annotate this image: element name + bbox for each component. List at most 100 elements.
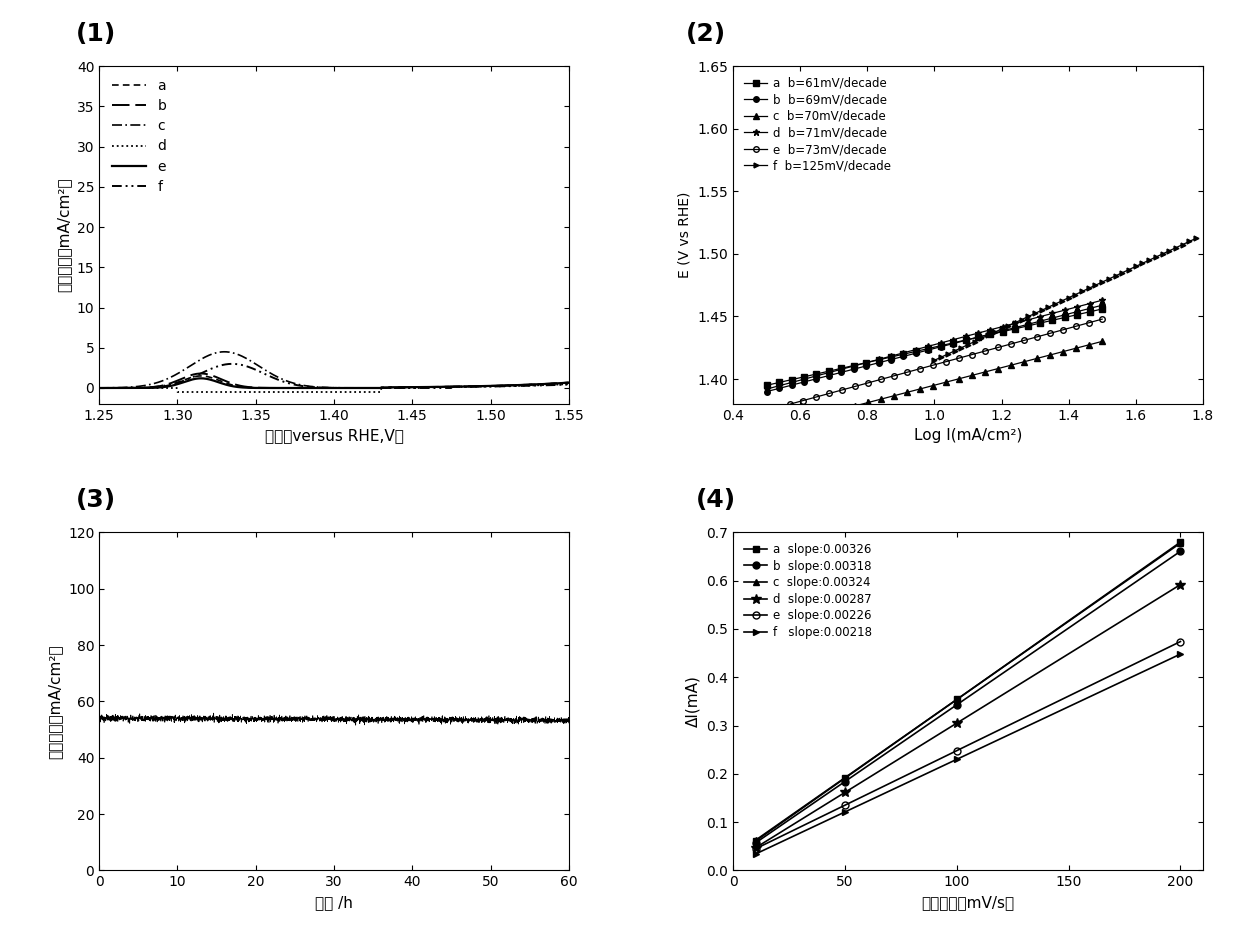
d  b=71mV/decade (1058, 305, 1073, 316)
f  b=125mV/decade (1148, 252, 1163, 263)
f  b=125mV/decade (1068, 289, 1083, 300)
a  b=61mV/decade (821, 365, 836, 377)
d  b=71mV/decade (884, 350, 899, 361)
a  b=61mV/decade (759, 379, 774, 391)
c  b=70mV/decade (887, 390, 901, 401)
d  b=71mV/decade (833, 363, 848, 375)
d  b=71mV/decade (1021, 314, 1035, 325)
a  b=61mV/decade (784, 374, 799, 385)
c  b=70mV/decade (1043, 349, 1058, 360)
e  b=73mV/decade (952, 353, 967, 364)
c  b=70mV/decade (939, 377, 954, 388)
b  b=69mV/decade (833, 367, 848, 378)
e  b=73mV/decade (991, 342, 1006, 353)
b  b=69mV/decade (983, 328, 998, 340)
e  b=73mV/decade (848, 380, 863, 392)
e  b=73mV/decade (808, 392, 823, 403)
a  b=61mV/decade (1045, 315, 1060, 326)
e  b=73mV/decade (1029, 331, 1044, 342)
Line: d  slope:0.00287: d slope:0.00287 (750, 580, 1185, 852)
e  b=73mV/decade (1095, 313, 1110, 324)
f  b=125mV/decade (1168, 242, 1183, 254)
b  b=69mV/decade (808, 373, 823, 384)
b  b=69mV/decade (771, 383, 786, 394)
d  b=71mV/decade (796, 374, 811, 385)
e  slope:0.00226 (1173, 636, 1188, 647)
c  b=70mV/decade (1069, 342, 1084, 354)
b  b=69mV/decade (971, 331, 986, 342)
c  b=70mV/decade (900, 387, 915, 398)
e  b=73mV/decade (861, 377, 875, 389)
f  b=125mV/decade (1008, 317, 1023, 328)
b  b=69mV/decade (1008, 322, 1023, 333)
Y-axis label: 电流密度（mA/cm²）: 电流密度（mA/cm²） (47, 644, 62, 759)
d  b=71mV/decade (872, 354, 887, 365)
c  b=70mV/decade (848, 400, 863, 412)
a  b=61mV/decade (884, 351, 899, 362)
e  slope:0.00226 (748, 843, 763, 854)
d  b=71mV/decade (1045, 307, 1060, 319)
b  b=69mV/decade (796, 377, 811, 388)
f  b=125mV/decade (973, 333, 988, 344)
d  b=71mV/decade (771, 380, 786, 392)
d  b=71mV/decade (1083, 298, 1097, 309)
b  b=69mV/decade (872, 357, 887, 368)
c  slope:0.00324 (950, 693, 965, 705)
Text: (1): (1) (76, 22, 117, 46)
f  b=125mV/decade (1021, 311, 1035, 323)
a  b=61mV/decade (808, 368, 823, 379)
c  b=70mV/decade (952, 373, 967, 384)
e  b=73mV/decade (1003, 339, 1018, 350)
c  slope:0.00324 (837, 772, 852, 783)
e  b=73mV/decade (978, 345, 993, 357)
e  b=73mV/decade (874, 374, 889, 385)
f  b=125mV/decade (1081, 283, 1096, 294)
f  b=125mV/decade (1115, 267, 1130, 278)
f  b=125mV/decade (1182, 236, 1197, 247)
Legend: a  slope:0.00326, b  slope:0.00318, c  slope:0.00324, d  slope:0.00287, e  slope: a slope:0.00326, b slope:0.00318, c slop… (739, 538, 877, 643)
a  b=61mV/decade (971, 331, 986, 342)
f  b=125mV/decade (1061, 292, 1076, 304)
a  b=61mV/decade (996, 326, 1011, 338)
b  b=69mV/decade (1021, 319, 1035, 330)
f  b=125mV/decade (1142, 254, 1157, 266)
d  b=71mV/decade (784, 377, 799, 388)
b  b=69mV/decade (897, 351, 911, 362)
f  b=125mV/decade (947, 345, 962, 357)
d  b=71mV/decade (909, 344, 924, 356)
Line: a  b=61mV/decade: a b=61mV/decade (764, 307, 1105, 388)
Line: e  slope:0.00226: e slope:0.00226 (753, 638, 1184, 852)
d  b=71mV/decade (821, 367, 836, 378)
Line: e  b=73mV/decade: e b=73mV/decade (787, 316, 1105, 407)
Line: d  b=71mV/decade: d b=71mV/decade (764, 297, 1106, 393)
Text: (2): (2) (686, 22, 727, 46)
b  slope:0.00318 (950, 699, 965, 710)
b  b=69mV/decade (884, 354, 899, 365)
d  b=71mV/decade (846, 360, 861, 372)
Y-axis label: E (V vs RHE): E (V vs RHE) (678, 192, 692, 278)
b  b=69mV/decade (821, 370, 836, 381)
f  b=125mV/decade (1121, 264, 1136, 275)
c  b=70mV/decade (991, 363, 1006, 375)
f  b=125mV/decade (928, 355, 942, 366)
f   slope:0.00218 (1173, 648, 1188, 659)
b  b=69mV/decade (909, 347, 924, 359)
a  b=61mV/decade (1021, 321, 1035, 332)
c  slope:0.00324 (1173, 537, 1188, 549)
c  b=70mV/decade (822, 407, 837, 418)
e  slope:0.00226 (837, 799, 852, 811)
Line: b  slope:0.00318: b slope:0.00318 (753, 548, 1184, 847)
c  b=70mV/decade (1095, 336, 1110, 347)
f  b=125mV/decade (1001, 320, 1016, 331)
e  b=73mV/decade (782, 398, 797, 410)
c  b=70mV/decade (1017, 356, 1032, 367)
e  b=73mV/decade (1069, 321, 1084, 332)
b  b=69mV/decade (1058, 309, 1073, 321)
b  b=69mV/decade (1083, 303, 1097, 314)
a  b=61mV/decade (1070, 309, 1085, 321)
c  b=70mV/decade (861, 396, 875, 408)
d  b=71mV/decade (1070, 301, 1085, 312)
Y-axis label: 电流密度（mA/cm²）: 电流密度（mA/cm²） (56, 178, 71, 292)
c  b=70mV/decade (835, 404, 849, 415)
d  b=71mV/decade (1033, 311, 1048, 323)
